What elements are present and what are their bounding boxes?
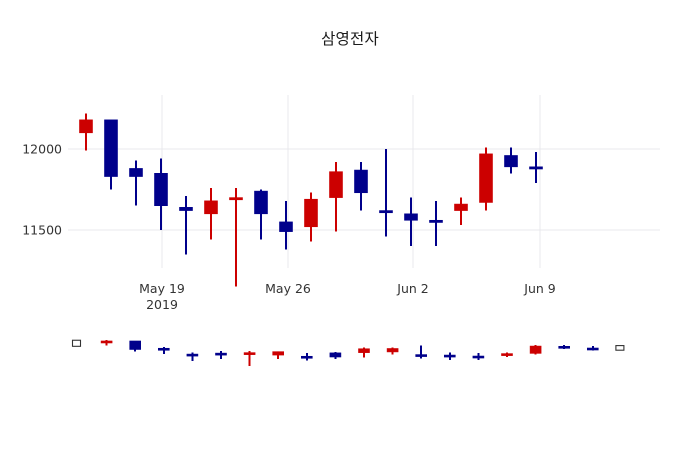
navigator-candle[interactable] bbox=[272, 351, 285, 359]
navigator-candle[interactable] bbox=[415, 345, 428, 359]
candle[interactable] bbox=[254, 189, 268, 240]
candle-body bbox=[279, 221, 293, 232]
candle[interactable] bbox=[229, 187, 243, 287]
navigator-candle-body bbox=[443, 354, 456, 358]
navigator-candle[interactable] bbox=[129, 340, 141, 352]
candle-body bbox=[79, 119, 93, 134]
candle[interactable] bbox=[304, 192, 318, 242]
y-tick-label: 11500 bbox=[22, 223, 62, 238]
navigator-candle[interactable] bbox=[501, 352, 513, 357]
candle[interactable] bbox=[129, 160, 143, 206]
candle[interactable] bbox=[104, 119, 118, 190]
navigator-candle-body bbox=[100, 340, 113, 344]
navigator-candle[interactable] bbox=[358, 347, 370, 358]
navigator-candle[interactable] bbox=[586, 345, 599, 351]
x-axis-labels: May 19 May 26 Jun 2 Jun 9 2019 bbox=[139, 281, 556, 312]
y-axis-labels: 11500 12000 bbox=[22, 142, 62, 238]
candle[interactable] bbox=[329, 161, 343, 232]
candle-body bbox=[329, 171, 343, 198]
navigator-candle[interactable] bbox=[215, 351, 227, 359]
candle[interactable] bbox=[429, 200, 443, 247]
candle-body bbox=[379, 210, 393, 214]
y-tick-label: 12000 bbox=[22, 142, 62, 157]
navigator-candle[interactable] bbox=[386, 347, 399, 355]
navigator-candle-body bbox=[129, 340, 141, 350]
candle[interactable] bbox=[479, 147, 493, 211]
candle[interactable] bbox=[79, 113, 93, 151]
candle[interactable] bbox=[504, 147, 518, 174]
candle-body bbox=[304, 198, 318, 228]
navigator-candle[interactable] bbox=[329, 351, 342, 360]
candle[interactable] bbox=[154, 158, 168, 230]
x-tick-label: Jun 2 bbox=[396, 281, 428, 296]
navigator-candle[interactable] bbox=[443, 352, 456, 360]
navigator-candle-body bbox=[586, 347, 599, 351]
candle[interactable] bbox=[204, 187, 218, 240]
chart-title: 삼영전자 bbox=[321, 30, 379, 48]
navigator-candle[interactable] bbox=[472, 353, 485, 360]
navigator-handle-grip[interactable] bbox=[615, 345, 625, 351]
navigator-candle-body bbox=[272, 351, 285, 356]
gridlines bbox=[68, 95, 660, 268]
candle-body bbox=[529, 166, 543, 170]
navigator-candle-body bbox=[558, 346, 571, 349]
candle[interactable] bbox=[529, 152, 543, 184]
navigator-candle-body bbox=[300, 355, 313, 359]
navigator-candle-body bbox=[329, 352, 342, 358]
candle[interactable] bbox=[454, 197, 468, 226]
x-tick-sublabel-year: 2019 bbox=[146, 297, 178, 312]
range-navigator[interactable] bbox=[71, 339, 625, 366]
candle[interactable] bbox=[379, 149, 393, 237]
navigator-handle[interactable] bbox=[615, 345, 625, 351]
candle-body bbox=[204, 200, 218, 215]
x-tick-label: Jun 9 bbox=[523, 281, 556, 296]
navigator-handle-grip[interactable] bbox=[71, 339, 82, 347]
navigator-candle[interactable] bbox=[158, 347, 170, 354]
navigator-candle-body bbox=[415, 354, 428, 357]
candle-body bbox=[229, 197, 243, 201]
candle-body bbox=[504, 155, 518, 168]
navigator-candle-body bbox=[501, 353, 513, 356]
candle-body bbox=[154, 173, 168, 207]
candle[interactable] bbox=[404, 197, 418, 247]
navigator-candle[interactable] bbox=[243, 351, 256, 366]
navigator-candle-body bbox=[472, 355, 485, 359]
candle-series bbox=[79, 113, 543, 287]
navigator-candle[interactable] bbox=[100, 340, 113, 346]
candle-body bbox=[479, 153, 493, 203]
navigator-candle[interactable] bbox=[558, 345, 571, 349]
x-tick-label: May 26 bbox=[265, 281, 311, 296]
navigator-candle-body bbox=[215, 352, 227, 356]
navigator-candle-body bbox=[186, 353, 199, 357]
candle-body bbox=[129, 168, 143, 177]
candle-body bbox=[404, 213, 418, 221]
candle[interactable] bbox=[279, 200, 293, 250]
candle-body bbox=[179, 207, 193, 211]
candle[interactable] bbox=[354, 161, 368, 211]
candle[interactable] bbox=[179, 195, 193, 255]
candle-body bbox=[429, 219, 443, 223]
navigator-candle-body bbox=[158, 347, 170, 351]
x-tick-label: May 19 bbox=[139, 281, 185, 296]
candle-body bbox=[104, 119, 118, 177]
navigator-candle[interactable] bbox=[529, 345, 542, 355]
navigator-candle-body bbox=[529, 345, 542, 354]
candle-body bbox=[454, 203, 468, 211]
candle-body bbox=[254, 190, 268, 215]
navigator-candle[interactable] bbox=[186, 352, 199, 362]
navigator-handle[interactable] bbox=[71, 339, 82, 347]
candle-body bbox=[354, 169, 368, 194]
navigator-candle-body bbox=[243, 352, 256, 355]
navigator-candle-body bbox=[358, 348, 370, 353]
navigator-candle-body bbox=[386, 348, 399, 353]
navigator-candle[interactable] bbox=[300, 353, 313, 361]
